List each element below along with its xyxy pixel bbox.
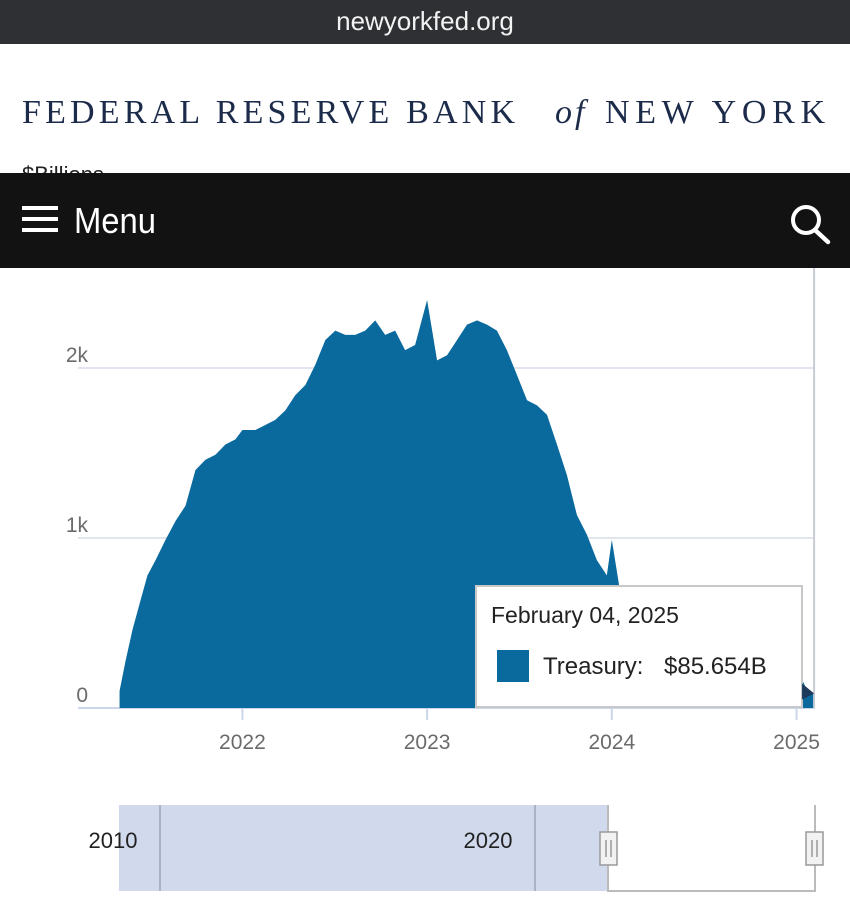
tooltip-label: Treasury: (543, 653, 643, 680)
navigator-mask (119, 805, 608, 891)
tooltip-swatch (497, 650, 529, 682)
browser-bar (0, 0, 850, 44)
x-tick-label: 2022 (219, 731, 266, 754)
navigator-label: 2010 (89, 828, 138, 853)
tooltip: February 04, 2025 Treasury: $85.654B (475, 585, 815, 708)
navigator-handle[interactable] (599, 831, 618, 866)
site-title[interactable]: NEW YORK (605, 94, 828, 131)
tooltip-date: February 04, 2025 (491, 602, 679, 628)
x-tick-label: 2023 (404, 731, 451, 754)
y-tick-label: 0 (76, 684, 88, 707)
menu-label[interactable]: Menu (74, 200, 156, 241)
nav-bar (0, 173, 850, 268)
y-tick-label: 1k (66, 514, 89, 537)
tooltip-value: $85.654B (664, 653, 767, 680)
navigator-label: 2020 (464, 828, 513, 853)
tooltip-box (475, 585, 803, 708)
area (119, 300, 815, 708)
search-button[interactable] (791, 205, 831, 245)
y-tick-label: 2k (66, 344, 89, 367)
navigator-handle[interactable] (805, 831, 824, 866)
x-tick-label: 2025 (773, 731, 820, 754)
navigator: 2010 2020 (89, 805, 824, 892)
menu-button[interactable] (22, 206, 58, 232)
site-title[interactable]: of (555, 94, 589, 131)
url[interactable]: newyorkfed.org (336, 6, 514, 36)
chart: 0 1k 2k 2022 2023 2024 2025 (66, 198, 820, 754)
tooltip-pointer (802, 683, 815, 700)
x-tick-label: 2024 (588, 731, 635, 754)
site-title[interactable]: FEDERAL RESERVE BANK (22, 94, 518, 131)
